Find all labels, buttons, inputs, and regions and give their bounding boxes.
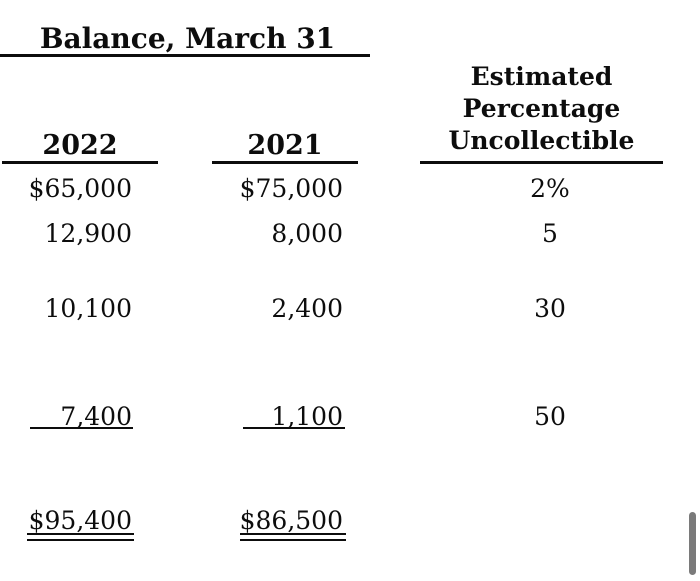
column-header-2021: 2021 (247, 130, 323, 161)
balance-group-rule (0, 54, 370, 57)
table-cell-pct: 30 (534, 294, 566, 323)
vertical-scrollbar-thumb[interactable] (689, 512, 696, 575)
total-double-rule-2022 (27, 533, 134, 541)
column-header-2022: 2022 (42, 130, 118, 161)
total-double-rule-2021 (240, 533, 346, 541)
balance-group-title: Balance, March 31 (39, 22, 336, 55)
column-rule-2021 (212, 161, 358, 164)
table-cell-2022: 12,900 (44, 219, 132, 248)
table-cell-2021: 8,000 (271, 219, 343, 248)
table-cell-pct: 50 (534, 402, 566, 431)
table-cell-2022: $65,000 (28, 174, 132, 203)
column-rule-2022 (2, 161, 158, 164)
pct-header-line3: Uncollectible (448, 126, 635, 155)
table-cell-2021: 1,100 (271, 402, 343, 431)
subtotal-rule-2022 (30, 427, 133, 429)
table-cell-2021: 2,400 (271, 294, 343, 323)
table-cell-pct: 2% (530, 174, 570, 203)
table-cell-2021: $75,000 (239, 174, 343, 203)
pct-header-line2: Percentage (462, 94, 621, 123)
total-cell-2021: $86,500 (239, 506, 343, 535)
table-cell-2022: 10,100 (44, 294, 132, 323)
pct-header-line1: Estimated (470, 62, 613, 91)
pct-column-header: Estimated Percentage Uncollectible (420, 61, 663, 157)
column-rule-pct (420, 161, 663, 164)
subtotal-rule-2021 (243, 427, 345, 429)
total-cell-2022: $95,400 (28, 506, 132, 535)
table-cell-pct: 5 (542, 219, 558, 248)
table-cell-2022: 7,400 (60, 402, 132, 431)
